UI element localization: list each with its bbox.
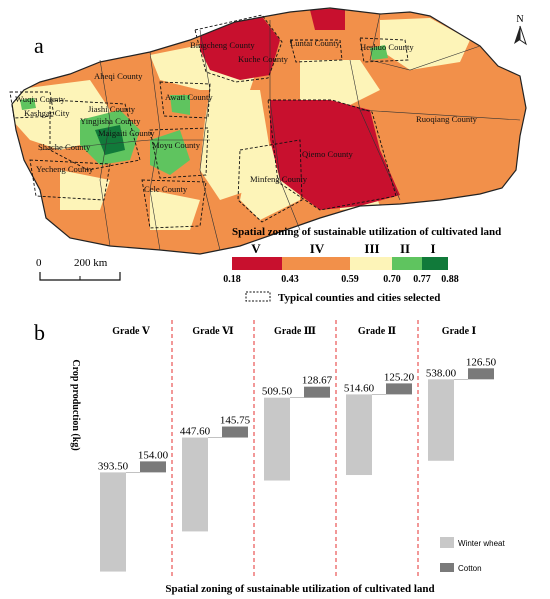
waterfall-chart: Grade Ⅴ Grade Ⅵ Grade Ⅲ Grade Ⅱ Grade Ⅰ 393.… bbox=[98, 320, 497, 578]
grade-label: Grade Ⅱ bbox=[358, 326, 396, 337]
dashed-legend-icon bbox=[245, 291, 271, 302]
break-label: 0.70 bbox=[383, 274, 401, 285]
wheat-value-label: 393.50 bbox=[98, 460, 129, 472]
grade-label: III bbox=[364, 241, 379, 256]
legend-title: Spatial zoning of sustainable utilizatio… bbox=[232, 226, 501, 238]
county-label: Kashgar City bbox=[24, 108, 70, 118]
county-label: Heshuo County bbox=[360, 42, 414, 52]
county-label: Kuche County bbox=[238, 54, 289, 64]
break-label: 0.43 bbox=[281, 274, 299, 285]
county-label: Shache County bbox=[38, 142, 91, 152]
y-axis-label: Crop production (kg) bbox=[70, 359, 81, 450]
cotton-value-label: 126.50 bbox=[466, 356, 497, 368]
county-label: Yecheng County bbox=[36, 164, 94, 174]
grade-label: V bbox=[251, 241, 261, 256]
legend-swatch-iii bbox=[350, 257, 392, 270]
grade-label: I bbox=[430, 241, 435, 256]
cotton-value-label: 125.20 bbox=[384, 371, 415, 383]
wheat-value-label: 509.50 bbox=[262, 386, 293, 398]
wheat-bar bbox=[346, 394, 372, 476]
x-axis-label: Spatial zoning of sustainable utilizatio… bbox=[165, 583, 434, 595]
county-label: Cele County bbox=[144, 184, 188, 194]
legend-swatch-ii bbox=[392, 257, 422, 270]
county-label: Luntai County bbox=[290, 38, 341, 48]
cotton-bar bbox=[468, 368, 494, 380]
panel-letter-a: a bbox=[34, 33, 44, 58]
county-label: Bingcheng County bbox=[190, 40, 255, 50]
break-label: 0.59 bbox=[341, 274, 359, 285]
grade-label: IV bbox=[310, 241, 325, 256]
break-label: 0.77 bbox=[413, 274, 431, 285]
legend-swatch-v bbox=[232, 257, 282, 270]
scale-label-end: 200 km bbox=[74, 257, 108, 269]
cotton-bar bbox=[386, 383, 412, 395]
county-label: Moyu County bbox=[152, 140, 201, 150]
county-label: Ruoqiang County bbox=[416, 114, 478, 124]
legend-swatch-iv bbox=[282, 257, 350, 270]
cotton-value-label: 145.75 bbox=[220, 415, 251, 427]
county-label: Yingjisha County bbox=[80, 116, 141, 126]
cotton-value-label: 128.67 bbox=[302, 375, 333, 387]
wheat-value-label: 538.00 bbox=[426, 367, 457, 379]
grade-legend: V IV III II I bbox=[232, 241, 448, 270]
grade-label: Grade Ⅴ bbox=[112, 326, 150, 337]
north-label: N bbox=[516, 14, 523, 25]
legend-label-cotton: Cotton bbox=[458, 564, 482, 573]
cotton-value-label: 154.00 bbox=[138, 449, 169, 461]
scale-label-start: 0 bbox=[36, 257, 42, 269]
wheat-value-label: 447.60 bbox=[180, 426, 211, 438]
break-label: 0.18 bbox=[223, 274, 241, 285]
county-label: Wuqia County bbox=[15, 94, 66, 104]
wheat-bar bbox=[182, 437, 208, 532]
wheat-bar bbox=[428, 379, 454, 461]
county-label: Maigaiti County bbox=[98, 128, 155, 138]
cotton-bar bbox=[304, 386, 330, 398]
legend-swatch-cotton bbox=[440, 563, 454, 572]
legend-label-winter-wheat: Winter wheat bbox=[458, 539, 505, 548]
wheat-bar bbox=[100, 472, 126, 572]
grade-label: Grade Ⅵ bbox=[192, 326, 234, 337]
county-label: Jiashi County bbox=[88, 104, 136, 114]
cotton-bar bbox=[222, 426, 248, 438]
grade-label: II bbox=[400, 241, 410, 256]
legend-swatch-winter-wheat bbox=[440, 537, 454, 548]
grade-label: Grade Ⅲ bbox=[274, 326, 316, 337]
wheat-bar bbox=[264, 397, 290, 481]
grade-label: Grade Ⅰ bbox=[442, 326, 477, 337]
panel-letter-b: b bbox=[34, 320, 45, 345]
cotton-bar bbox=[140, 461, 166, 473]
wheat-value-label: 514.60 bbox=[344, 382, 375, 394]
legend-swatch-i bbox=[422, 257, 448, 270]
break-label: 0.88 bbox=[441, 274, 459, 285]
county-label: Awati County bbox=[165, 92, 213, 102]
scale-bar bbox=[39, 272, 121, 281]
county-label: Minfeng County bbox=[250, 174, 308, 184]
county-label: Qiemo County bbox=[302, 149, 354, 159]
north-arrow-icon bbox=[514, 25, 527, 46]
dashed-legend-label: Typical counties and cities selected bbox=[278, 292, 440, 304]
county-label: Aheqi County bbox=[94, 71, 143, 81]
map: Bingcheng County Luntai County Heshuo Co… bbox=[9, 7, 527, 255]
